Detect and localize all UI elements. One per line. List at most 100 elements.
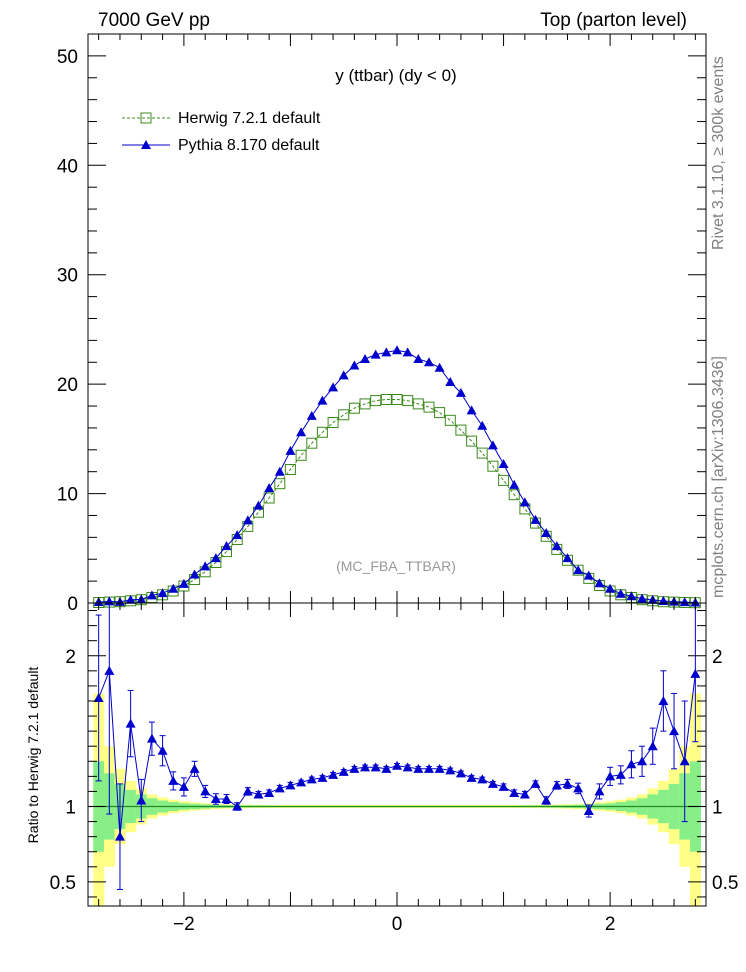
ratio-pythia-point	[136, 795, 147, 805]
ratio-pythia-point	[551, 780, 562, 790]
herwig-point	[316, 426, 328, 438]
ratio-pythia-point	[168, 775, 179, 785]
pythia-point	[125, 594, 136, 604]
pythia-point	[626, 591, 637, 601]
pythia-point	[637, 593, 648, 603]
ratio-xtick-label: −2	[173, 914, 195, 935]
herwig-point	[476, 447, 488, 459]
ratio-pythia-point	[349, 763, 360, 773]
ratio-pythia-point	[626, 759, 637, 769]
pythia-point	[306, 410, 317, 420]
ratio-pythia-point	[93, 692, 104, 702]
main-ytick-label: 40	[57, 156, 78, 177]
pythia-point	[146, 590, 157, 600]
pythia-point	[274, 466, 285, 476]
ratio-pythia-point	[274, 783, 285, 793]
ratio-pythia-point	[498, 781, 509, 791]
pythia-point	[509, 479, 520, 489]
ratio-pythia-point	[370, 762, 381, 772]
main-ytick-label: 10	[57, 485, 78, 506]
pythia-point	[200, 561, 211, 571]
ratio-pythia-point	[541, 795, 552, 805]
pythia-point	[221, 541, 232, 551]
ratio-pythia-point	[200, 786, 211, 796]
pythia-point	[679, 597, 690, 607]
pythia-point	[296, 427, 307, 437]
pythia-point	[370, 349, 381, 359]
ratio-pythia-point	[125, 718, 136, 728]
ratio-pythia-point	[338, 766, 349, 776]
ratio-pythia-point	[210, 793, 221, 803]
ratio-pythia-point	[146, 733, 157, 743]
pythia-point	[541, 527, 552, 537]
main-ytick-label: 50	[57, 47, 78, 68]
ratio-pythia-point	[317, 772, 328, 782]
ratio-pythia-point	[253, 789, 264, 799]
ratio-pythia-point	[594, 786, 605, 796]
ratio-pythia-point	[605, 771, 616, 781]
legend-herwig: Herwig 7.2.1 default	[122, 110, 321, 127]
pythia-point	[605, 583, 616, 593]
herwig-point	[380, 394, 392, 405]
ratio-ytick-label-right: 2	[712, 647, 723, 668]
legend-pythia: Pythia 8.170 default	[122, 137, 320, 154]
herwig-point	[338, 409, 350, 421]
herwig-point	[402, 395, 414, 407]
pythia-point	[583, 570, 594, 580]
pythia-point	[178, 578, 189, 588]
ratio-plot-panel: 0.5 0.5 1 1 2 2 −2 0 2 Ratio to Herwig 7.2.1 def…	[25, 602, 738, 935]
ratio-pythia-point	[285, 780, 296, 790]
herwig-point	[423, 401, 435, 413]
main-ytick-label: 30	[57, 266, 78, 287]
pythia-point	[487, 440, 498, 450]
ratio-pythia-point	[690, 668, 701, 678]
pythia-point	[455, 387, 466, 397]
herwig-point	[370, 395, 382, 407]
ratio-pythia-point	[487, 778, 498, 788]
herwig-point	[263, 492, 275, 504]
herwig-point	[487, 460, 499, 472]
pythia-point	[189, 569, 200, 579]
ratio-pythia-point	[647, 741, 658, 751]
ratio-pythia-point	[509, 787, 520, 797]
pythia-point	[423, 357, 434, 367]
pythia-point	[615, 588, 626, 598]
pythia-point	[157, 588, 168, 598]
herwig-point	[455, 424, 467, 436]
legend-pythia-marker	[141, 140, 151, 149]
ratio-pythia-point	[519, 789, 530, 799]
ratio-xtick-label: 0	[392, 914, 403, 935]
pythia-point	[413, 353, 424, 363]
herwig-point	[359, 398, 371, 410]
ratio-pythia-point	[530, 778, 541, 788]
ratio-pythia-point	[264, 787, 275, 797]
ratio-pythia-point	[679, 756, 690, 766]
ratio-pythia-point	[615, 769, 626, 779]
pythia-point	[242, 515, 253, 525]
ratio-pythia-point	[402, 762, 413, 772]
ratio-pythia-point	[434, 763, 445, 773]
ratio-pythia-point	[178, 781, 189, 791]
pythia-point	[317, 395, 328, 405]
ratio-pythia-point	[658, 695, 669, 705]
herwig-point	[306, 437, 318, 449]
pythia-point	[562, 553, 573, 563]
ratio-pythia-point	[189, 763, 200, 773]
pythia-point	[328, 382, 339, 392]
ratio-pythia-point	[413, 763, 424, 773]
herwig-point	[434, 407, 446, 419]
ratio-pythia-point	[477, 774, 488, 784]
main-ytick-label: 20	[57, 375, 78, 396]
main-plot-panel: y (ttbar) (dy < 0) (MC_FBA_TTBAR) 0 10 20 3…	[57, 33, 707, 615]
pythia-point	[349, 360, 360, 370]
pythia-point	[594, 578, 605, 588]
ratio-pythia-point	[328, 769, 339, 779]
herwig-point	[274, 478, 286, 490]
ratio-pythia-line	[98, 670, 696, 837]
ratio-frame	[87, 602, 707, 907]
herwig-point	[412, 398, 424, 410]
herwig-point	[444, 414, 456, 426]
ratio-pythia-point	[573, 783, 584, 793]
ratio-pythia-point	[242, 786, 253, 796]
pythia-point	[466, 405, 477, 415]
